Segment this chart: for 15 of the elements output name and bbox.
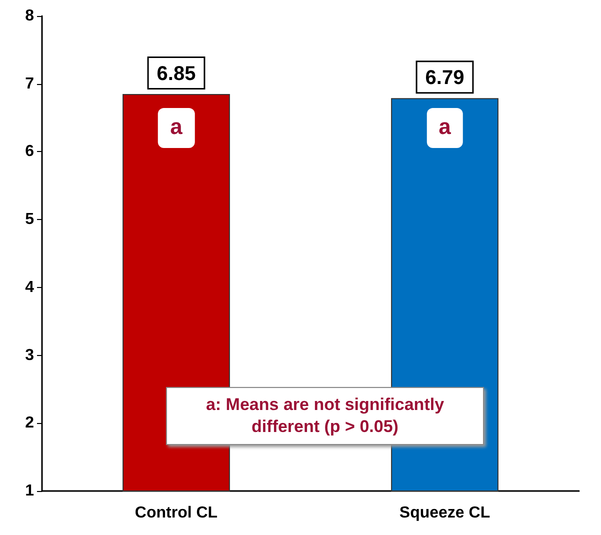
data-label: 6.79 xyxy=(425,67,464,90)
y-tick-label: 3 xyxy=(25,346,34,364)
note-box: a: Means are not significantly different (p > 0.05) xyxy=(166,387,484,446)
y-tick-label: 4 xyxy=(25,278,34,296)
y-tick-label: 8 xyxy=(25,8,34,24)
x-tick-label: Squeeze CL xyxy=(399,504,490,522)
annotation: a xyxy=(158,108,194,148)
y-tick-label: 5 xyxy=(25,211,34,228)
y-tick-label: 1 xyxy=(25,482,34,500)
y-tick-label: 6 xyxy=(25,143,34,160)
annotation: a xyxy=(426,108,463,148)
data-label: 6.85 xyxy=(156,63,196,86)
x-tick-label: Control CL xyxy=(134,504,218,522)
y-tick-label: 7 xyxy=(25,75,34,92)
y-tick-label: 2 xyxy=(25,414,34,432)
